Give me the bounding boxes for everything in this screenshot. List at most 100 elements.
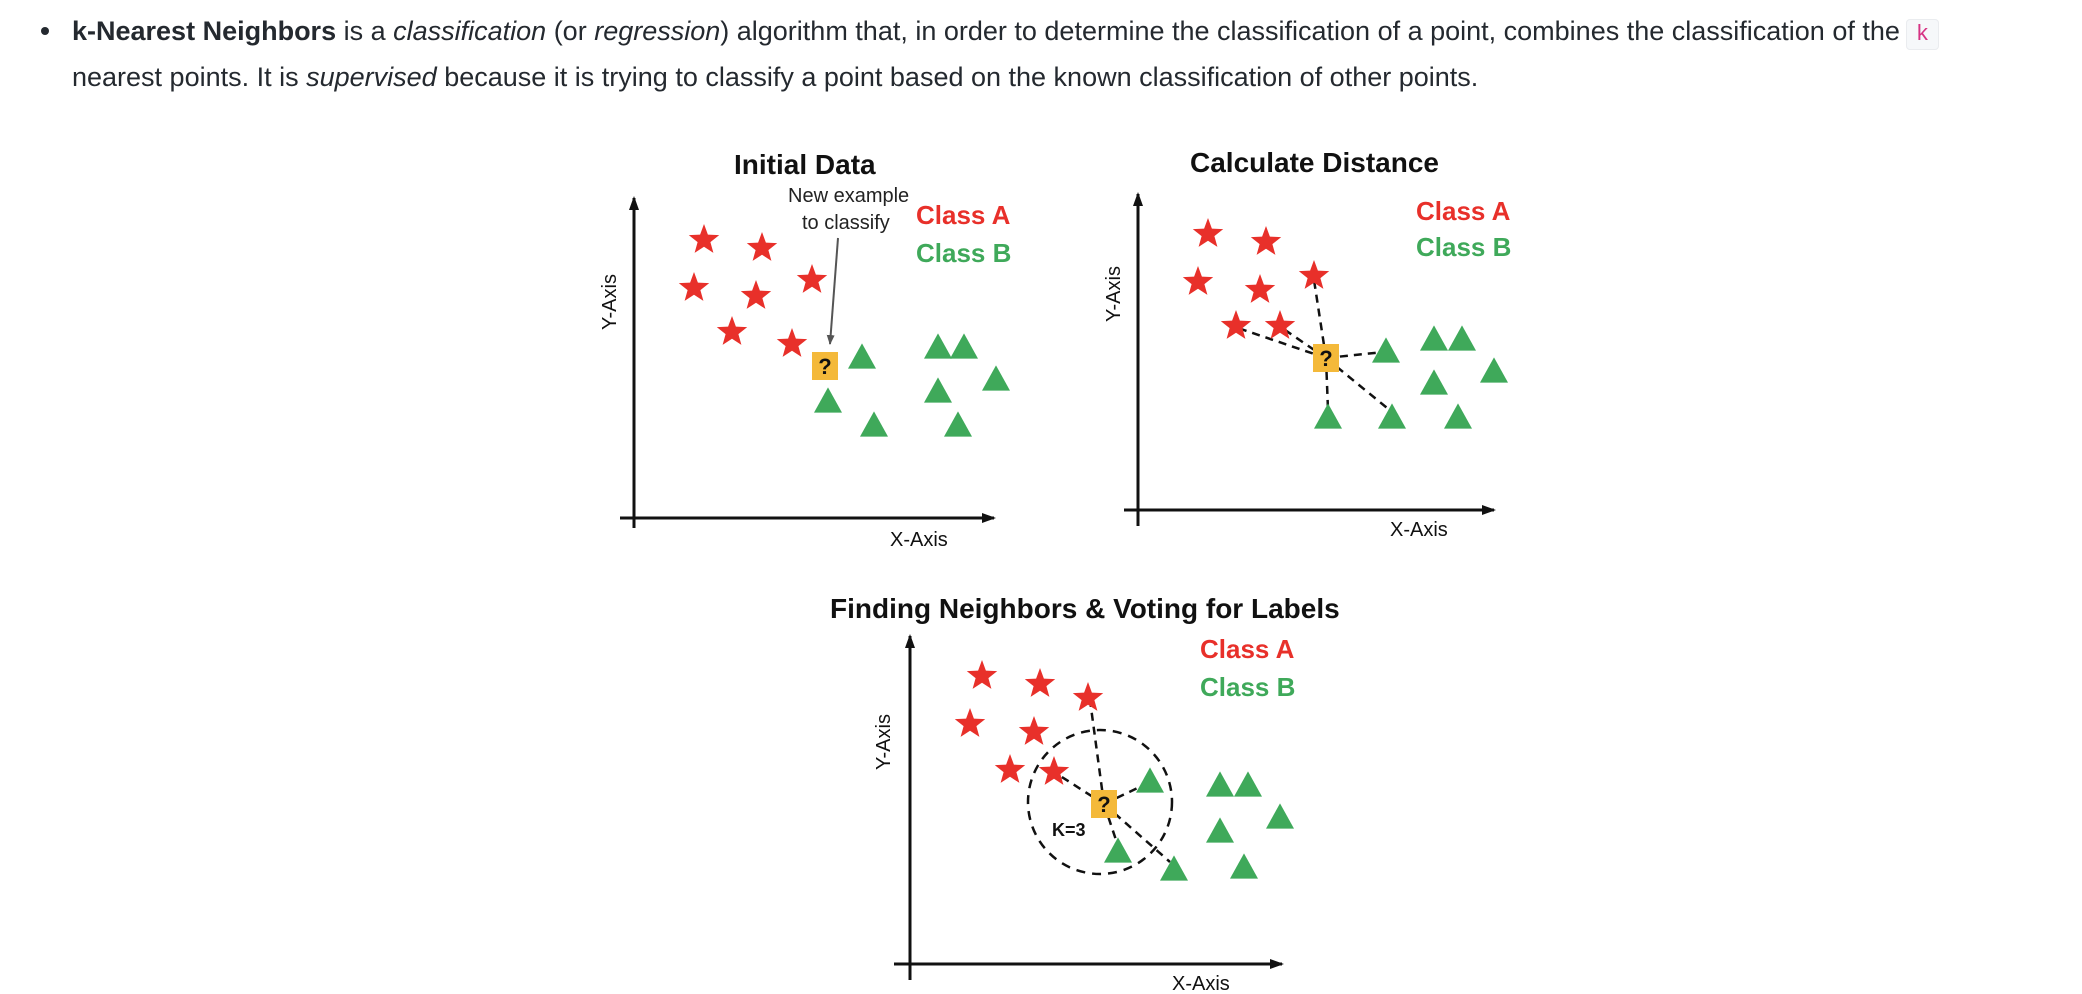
initial-data-title: Initial Data: [734, 149, 876, 180]
class-b-triangle: [1266, 803, 1294, 829]
k-label: K=3: [1052, 820, 1086, 840]
query-mark: ?: [1319, 346, 1332, 371]
class-b-triangle: [1206, 771, 1234, 797]
class-a-star: [796, 264, 828, 293]
calculate-distance-panel: Calculate Distance X-Axis Y-Axis Class A…: [1103, 147, 1511, 541]
class-b-triangle: [924, 333, 952, 359]
class-b-triangle: [1378, 403, 1406, 429]
query-point: [1313, 344, 1339, 372]
query-mark: ?: [818, 354, 831, 379]
new-example-note: to classify: [802, 212, 890, 234]
class-a-star: [1244, 274, 1276, 303]
class-b-triangle: [982, 365, 1010, 391]
bullet-list: k-Nearest Neighbors is a classification …: [0, 0, 2082, 98]
distance-line: [1324, 357, 1330, 411]
class-b-triangle: [924, 377, 952, 403]
class-b-triangle: [1234, 771, 1262, 797]
calculate-distance-title: Calculate Distance: [1190, 147, 1439, 178]
k-neighbor-circle: [1026, 728, 1174, 876]
class-a-star: [678, 272, 710, 301]
class-b-triangle: [1160, 855, 1188, 881]
voting-title: Finding Neighbors & Voting for Labels: [830, 593, 1340, 624]
neighbor-lines: [1053, 699, 1171, 863]
class-a-star: [1220, 310, 1252, 339]
class-a-star: [1250, 226, 1282, 255]
class-a-star: [1298, 260, 1330, 289]
class-b-triangle: [814, 387, 842, 413]
class-b-triangle: [1230, 853, 1258, 879]
legend-class-a: Class A: [916, 200, 1011, 230]
query-point: [812, 352, 838, 380]
x-axis-label: X-Axis: [890, 529, 948, 551]
class-a-star: [1018, 716, 1050, 745]
knn-bullet-item: k-Nearest Neighbors is a classification …: [0, 0, 2082, 98]
new-example-note: New example: [788, 185, 909, 207]
query-point: [1091, 790, 1117, 818]
y-axis-label: Y-Axis: [599, 274, 621, 330]
class-b-triangle: [848, 343, 876, 369]
legend-class-b: Class B: [1416, 232, 1511, 262]
paragraph-text: nearest points. It is: [72, 62, 307, 92]
class-b-triangle: [1420, 369, 1448, 395]
neighbor-line: [1103, 803, 1171, 863]
class-b-triangle: [1206, 817, 1234, 843]
class-b-triangle: [1448, 325, 1476, 351]
class-b-triangle: [944, 411, 972, 437]
distance-line: [1281, 326, 1327, 360]
voting-data-points: [954, 660, 1294, 881]
query-mark: ?: [1097, 792, 1110, 817]
class-a-star: [1264, 310, 1296, 339]
class-a-star: [740, 280, 772, 309]
class-b-triangle: [1420, 325, 1448, 351]
pointer-arrow: [826, 237, 839, 345]
paragraph-text: is a: [336, 16, 394, 46]
class-b-triangle: [1136, 767, 1164, 793]
initial-data-panel: Initial Data X-Axis Y-Axis New example t…: [599, 149, 1011, 551]
bullet-icon: [41, 27, 49, 35]
class-a-star: [1182, 266, 1214, 295]
class-a-star: [966, 660, 998, 689]
distance-line: [1325, 357, 1393, 413]
paragraph-text: (or: [546, 16, 595, 46]
class-b-triangle: [1314, 403, 1342, 429]
voting-panel: Finding Neighbors & Voting for Labels X-…: [830, 593, 1340, 994]
x-axis-label: X-Axis: [1172, 973, 1230, 994]
class-a-star: [954, 708, 986, 737]
neighbor-line: [1088, 699, 1106, 805]
class-b-triangle: [1480, 357, 1508, 383]
initial-data-points: [678, 224, 1010, 437]
class-a-star: [994, 754, 1026, 783]
class-b-triangle: [1444, 403, 1472, 429]
knn-term: k-Nearest Neighbors: [72, 16, 337, 46]
distance-lines: [1237, 279, 1393, 413]
x-axis-label: X-Axis: [1390, 519, 1448, 541]
regression-term: regression: [594, 16, 721, 46]
distance-data-points: [1182, 218, 1508, 429]
y-axis-label: Y-Axis: [1103, 266, 1125, 322]
paragraph-text: ) algorithm that, in order to determine …: [720, 16, 1900, 46]
y-axis-label: Y-Axis: [873, 714, 895, 770]
classification-term: classification: [393, 16, 547, 46]
neighbor-line: [1102, 803, 1120, 847]
class-a-star: [776, 328, 808, 357]
class-b-triangle: [860, 411, 888, 437]
class-b-triangle: [1104, 837, 1132, 863]
distance-line: [1237, 326, 1327, 360]
class-a-star: [1038, 756, 1070, 785]
class-a-star: [1192, 218, 1224, 247]
neighbor-line: [1053, 770, 1105, 806]
legend-class-a: Class A: [1200, 634, 1295, 664]
class-b-triangle: [1372, 337, 1400, 363]
inline-code-k: k: [1905, 19, 1940, 50]
distance-line: [1312, 279, 1328, 359]
legend-class-b: Class B: [1200, 672, 1295, 702]
supervised-term: supervised: [306, 62, 437, 92]
class-a-star: [716, 316, 748, 345]
class-a-star: [1024, 668, 1056, 697]
class-a-star: [688, 224, 720, 253]
class-a-star: [746, 232, 778, 261]
paragraph-text: because it is trying to classify a point…: [436, 62, 1479, 92]
distance-line: [1325, 350, 1385, 360]
